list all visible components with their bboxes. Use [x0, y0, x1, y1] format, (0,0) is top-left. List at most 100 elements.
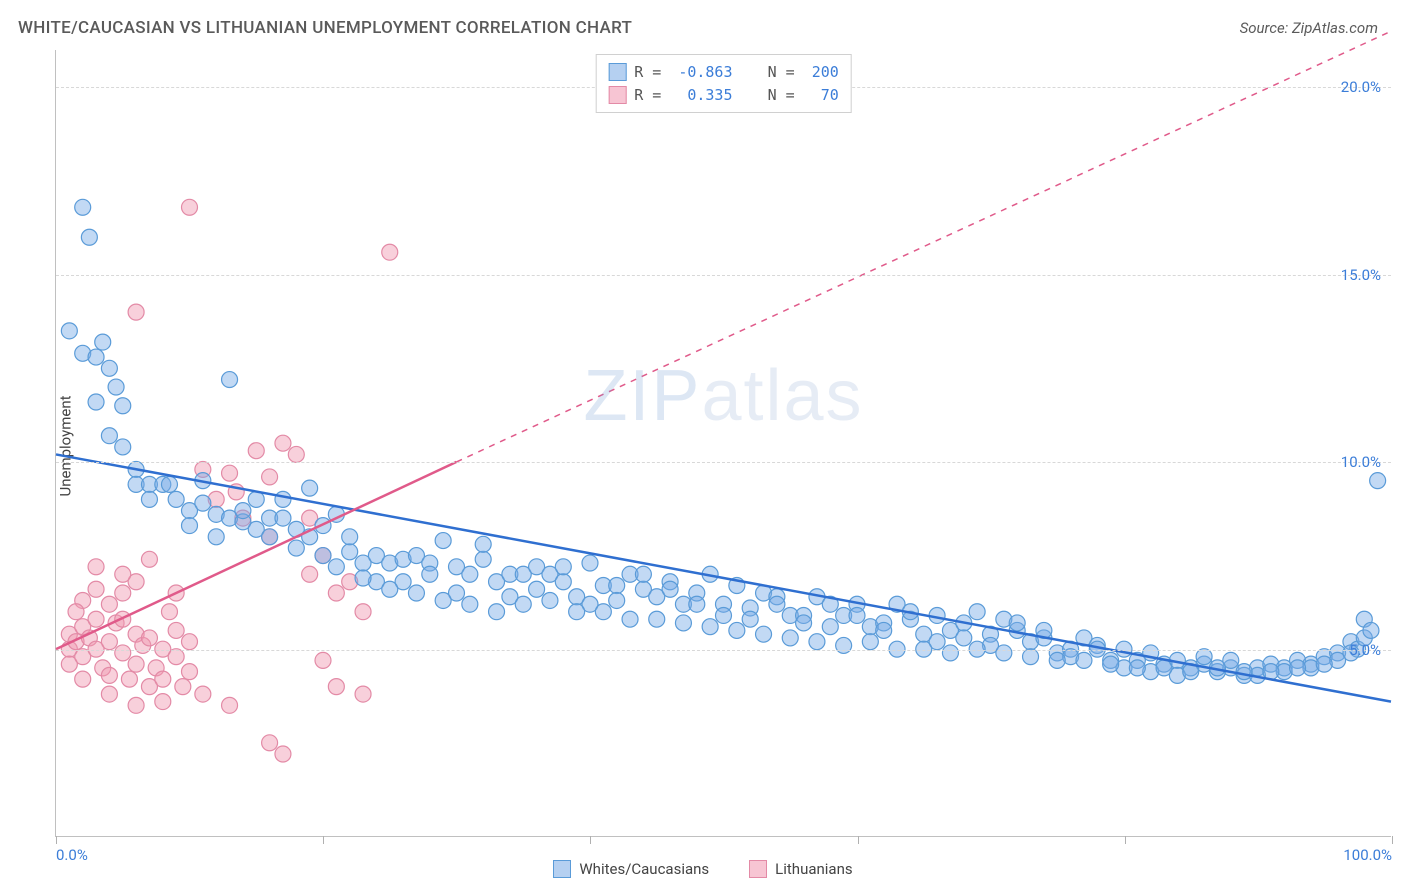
data-point: [595, 604, 611, 620]
data-point: [1023, 649, 1039, 665]
r-label: R =: [634, 84, 670, 107]
data-point: [288, 446, 304, 462]
data-point: [475, 536, 491, 552]
data-point: [462, 566, 478, 582]
data-point: [128, 697, 144, 713]
legend-swatch: [749, 860, 767, 878]
data-point: [822, 619, 838, 635]
data-point: [1290, 660, 1306, 676]
data-point: [75, 671, 91, 687]
data-point: [1009, 615, 1025, 631]
legend-swatch: [608, 86, 626, 104]
data-point: [115, 585, 131, 601]
data-point: [115, 439, 131, 455]
data-point: [796, 615, 812, 631]
x-tick: [1392, 836, 1393, 844]
data-point: [95, 334, 111, 350]
gridline: [56, 650, 1391, 651]
data-point: [88, 559, 104, 575]
data-point: [555, 559, 571, 575]
data-point: [1156, 660, 1172, 676]
data-point: [422, 566, 438, 582]
data-point: [355, 570, 371, 586]
data-point: [689, 596, 705, 612]
data-point: [849, 607, 865, 623]
data-point: [121, 671, 137, 687]
data-point: [342, 529, 358, 545]
data-point: [756, 626, 772, 642]
data-point: [168, 622, 184, 638]
data-point: [68, 604, 84, 620]
x-tick: [858, 836, 859, 844]
data-point: [1236, 664, 1252, 680]
legend-swatch: [608, 63, 626, 81]
data-point: [101, 686, 117, 702]
data-point: [175, 679, 191, 695]
source-attribution: Source: ZipAtlas.com: [1240, 19, 1378, 37]
n-value: 200: [812, 61, 839, 84]
data-point: [729, 622, 745, 638]
data-point: [609, 592, 625, 608]
y-tick-label: 20.0%: [1341, 78, 1381, 96]
data-point: [635, 566, 651, 582]
data-point: [275, 510, 291, 526]
data-point: [108, 379, 124, 395]
data-point: [475, 551, 491, 567]
data-point: [809, 634, 825, 650]
x-tick: [1125, 836, 1126, 844]
data-point: [435, 592, 451, 608]
data-point: [462, 596, 478, 612]
data-point: [141, 630, 157, 646]
data-point: [168, 649, 184, 665]
data-point: [1370, 473, 1386, 489]
data-point: [715, 607, 731, 623]
scatter-plot: [56, 50, 1391, 836]
data-point: [302, 566, 318, 582]
data-point: [569, 604, 585, 620]
x-tick: [323, 836, 324, 844]
data-point: [115, 566, 131, 582]
y-tick-label: 15.0%: [1341, 266, 1381, 284]
data-point: [235, 503, 251, 519]
data-point: [555, 574, 571, 590]
data-point: [182, 634, 198, 650]
data-point: [161, 476, 177, 492]
data-point: [262, 469, 278, 485]
r-value: -0.863: [678, 61, 732, 84]
data-point: [609, 578, 625, 594]
data-point: [1129, 660, 1145, 676]
data-point: [222, 372, 238, 388]
data-point: [262, 529, 278, 545]
data-point: [88, 349, 104, 365]
data-point: [168, 491, 184, 507]
legend-swatch: [553, 860, 571, 878]
data-point: [195, 686, 211, 702]
page-title: WHITE/CAUCASIAN VS LITHUANIAN UNEMPLOYME…: [18, 18, 632, 38]
data-point: [81, 229, 97, 245]
data-point: [1363, 622, 1379, 638]
n-label: N =: [741, 84, 804, 107]
data-point: [582, 555, 598, 571]
legend-item: Whites/Caucasians: [553, 860, 709, 878]
data-point: [942, 645, 958, 661]
data-point: [141, 551, 157, 567]
data-point: [275, 746, 291, 762]
legend-label: Whites/Caucasians: [579, 860, 709, 878]
data-point: [876, 622, 892, 638]
data-point: [115, 645, 131, 661]
data-point: [702, 619, 718, 635]
data-point: [128, 304, 144, 320]
data-point: [355, 604, 371, 620]
data-point: [275, 491, 291, 507]
data-point: [782, 630, 798, 646]
data-point: [342, 544, 358, 560]
data-point: [1196, 649, 1212, 665]
data-point: [222, 697, 238, 713]
legend-label: Lithuanians: [775, 860, 852, 878]
data-point: [969, 604, 985, 620]
data-point: [275, 435, 291, 451]
data-point: [355, 686, 371, 702]
data-point: [382, 244, 398, 260]
data-point: [101, 596, 117, 612]
y-tick-label: 5.0%: [1349, 641, 1381, 659]
